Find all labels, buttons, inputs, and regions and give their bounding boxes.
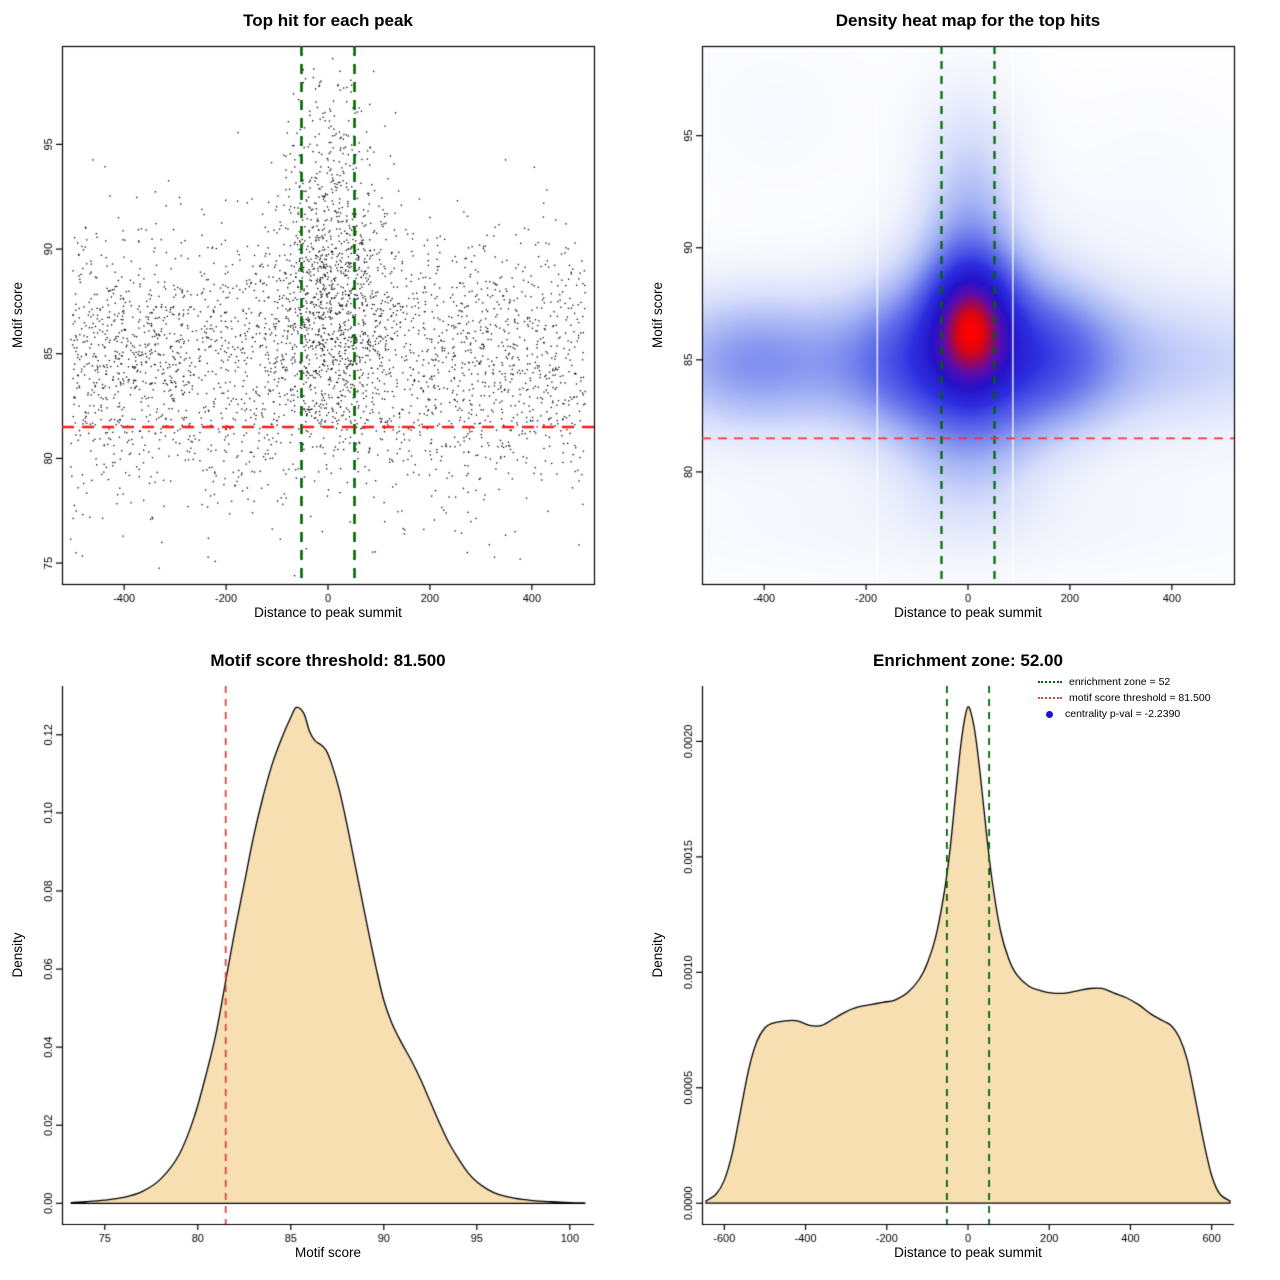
plot-legend: enrichment zone = 52 motif score thresho… <box>1038 674 1211 722</box>
enrichment-zone-line-sample <box>1038 681 1062 683</box>
x-axis-label: Distance to peak summit <box>894 1245 1042 1260</box>
y-axis-label: Motif score <box>650 281 665 349</box>
y-axis-label: Motif score <box>10 281 25 349</box>
legend-item-centrality-pval: centrality p-val = -2.2390 <box>1038 706 1211 722</box>
legend-label: centrality p-val = -2.2390 <box>1065 708 1181 720</box>
y-axis-label: Density <box>10 932 25 978</box>
panel-density-heatmap: Density heat map for the top hits Distan… <box>640 0 1280 640</box>
panel-motif-score-density: Motif score threshold: 81.500 Motif scor… <box>0 640 640 1280</box>
motif-score-density-canvas <box>0 640 640 1280</box>
distance-density-canvas <box>640 640 1280 1280</box>
panel-distance-density: Enrichment zone: 52.00 Distance to peak … <box>640 640 1280 1280</box>
chart-title: Top hit for each peak <box>243 11 413 30</box>
chart-title: Density heat map for the top hits <box>835 11 1101 30</box>
legend-item-enrichment-zone: enrichment zone = 52 <box>1038 674 1211 690</box>
legend-label: enrichment zone = 52 <box>1069 676 1171 688</box>
centrality-pval-dot-sample <box>1046 710 1053 718</box>
scatter-plot-canvas <box>0 0 640 640</box>
legend-item-motif-threshold: motif score threshold = 81.500 <box>1038 690 1211 706</box>
legend-label: motif score threshold = 81.500 <box>1069 692 1211 704</box>
motif-threshold-line-sample <box>1038 697 1062 699</box>
chart-title: Motif score threshold: 81.500 <box>210 651 446 670</box>
x-axis-label: Distance to peak summit <box>894 605 1042 620</box>
panel-top-hit-scatter: Top hit for each peak Distance to peak s… <box>0 0 640 640</box>
y-axis-label: Density <box>650 932 665 978</box>
chart-title: Enrichment zone: 52.00 <box>873 651 1063 670</box>
x-axis-label: Motif score <box>294 1245 362 1260</box>
heatmap-canvas <box>640 0 1280 640</box>
x-axis-label: Distance to peak summit <box>254 605 402 620</box>
